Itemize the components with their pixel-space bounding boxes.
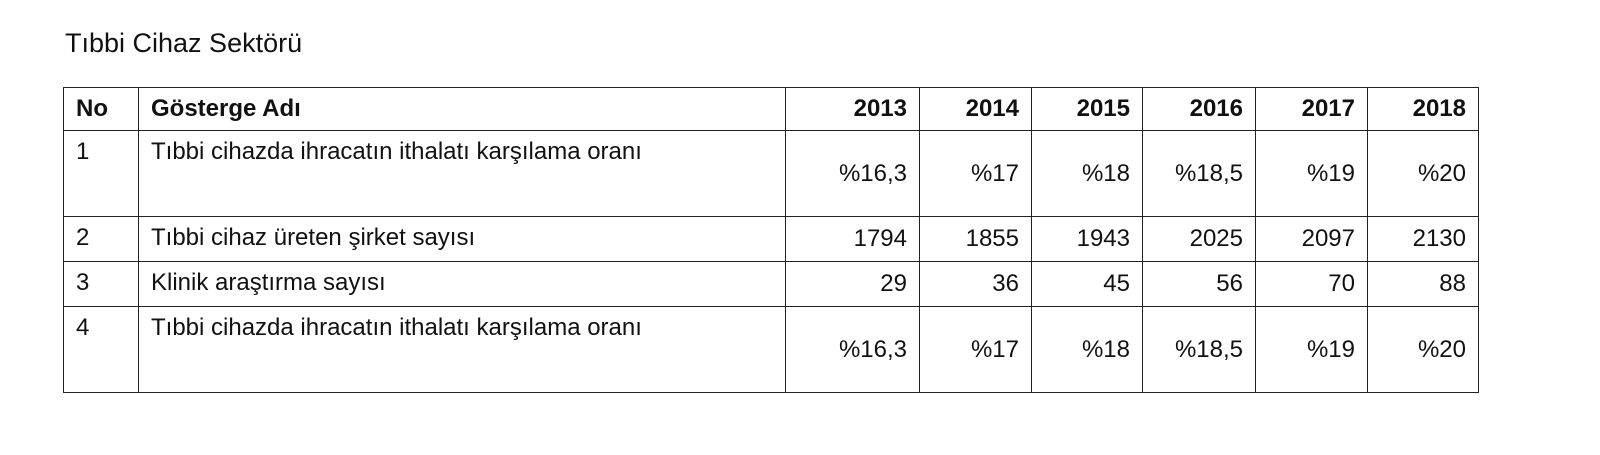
value-cell: %16,3 (785, 130, 920, 217)
header-cell: Gösterge Adı (138, 87, 786, 131)
value-cell: 1794 (785, 216, 920, 262)
header-row: No Gösterge Adı 2013 2014 2015 2016 2017 2018 (63, 87, 1479, 131)
header-cell: 2016 (1142, 87, 1256, 131)
row-number: 4 (63, 306, 139, 393)
table-title: Tıbbi Cihaz Sektörü (65, 28, 303, 58)
value-cell: %18,5 (1142, 306, 1256, 393)
value-cell: %18 (1031, 130, 1143, 217)
value-cell: 2130 (1367, 216, 1479, 262)
value-cell: 36 (919, 261, 1032, 307)
value-cell: %20 (1367, 130, 1479, 217)
value-cell: 45 (1031, 261, 1143, 307)
header-cell: 2018 (1367, 87, 1479, 131)
value-cell: %19 (1255, 306, 1368, 393)
value-cell: 1943 (1031, 216, 1143, 262)
row-number: 3 (63, 261, 139, 307)
indicator-name: Klinik araştırma sayısı (138, 261, 786, 307)
indicator-name: Tıbbi cihazda ihracatın ithalatı karşıla… (138, 130, 786, 217)
row-number: 1 (63, 130, 139, 217)
header-cell: 2017 (1255, 87, 1368, 131)
value-cell: %20 (1367, 306, 1479, 393)
table-row: 1 Tıbbi cihazda ihracatın ithalatı karşıl… (63, 130, 1479, 217)
header-cell: 2015 (1031, 87, 1143, 131)
indicator-name: Tıbbi cihaz üreten şirket sayısı (138, 216, 786, 262)
value-cell: %19 (1255, 130, 1368, 217)
table-row: 2 Tıbbi cihaz üreten şirket sayısı 1794 185… (63, 216, 1479, 262)
value-cell: 2025 (1142, 216, 1256, 262)
row-number: 2 (63, 216, 139, 262)
value-cell: 2097 (1255, 216, 1368, 262)
value-cell: 70 (1255, 261, 1368, 307)
header-cell: No (63, 87, 139, 131)
table-row: 4 Tıbbi cihazda ihracatın ithalatı karşıl… (63, 306, 1479, 393)
value-cell: %18 (1031, 306, 1143, 393)
value-cell: 1855 (919, 216, 1032, 262)
table-row: 3 Klinik araştırma sayısı 29 36 45 56 70 88 (63, 261, 1479, 307)
header-cell: 2014 (919, 87, 1032, 131)
value-cell: 56 (1142, 261, 1256, 307)
value-cell: 29 (785, 261, 920, 307)
value-cell: %18,5 (1142, 130, 1256, 217)
value-cell: 88 (1367, 261, 1479, 307)
value-cell: %17 (919, 306, 1032, 393)
table-body: 1 Tıbbi cihazda ihracatın ithalatı karşıl… (63, 130, 1479, 393)
value-cell: %17 (919, 130, 1032, 217)
value-cell: %16,3 (785, 306, 920, 393)
header-cell: 2013 (785, 87, 920, 131)
data-table: No Gösterge Adı 2013 2014 2015 2016 2017 2018 1… (63, 87, 1479, 393)
indicator-name: Tıbbi cihazda ihracatın ithalatı karşıla… (138, 306, 786, 393)
